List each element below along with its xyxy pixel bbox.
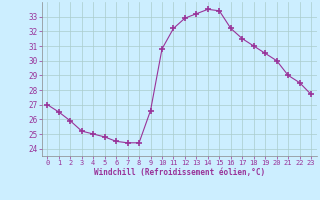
X-axis label: Windchill (Refroidissement éolien,°C): Windchill (Refroidissement éolien,°C) [94,168,265,177]
